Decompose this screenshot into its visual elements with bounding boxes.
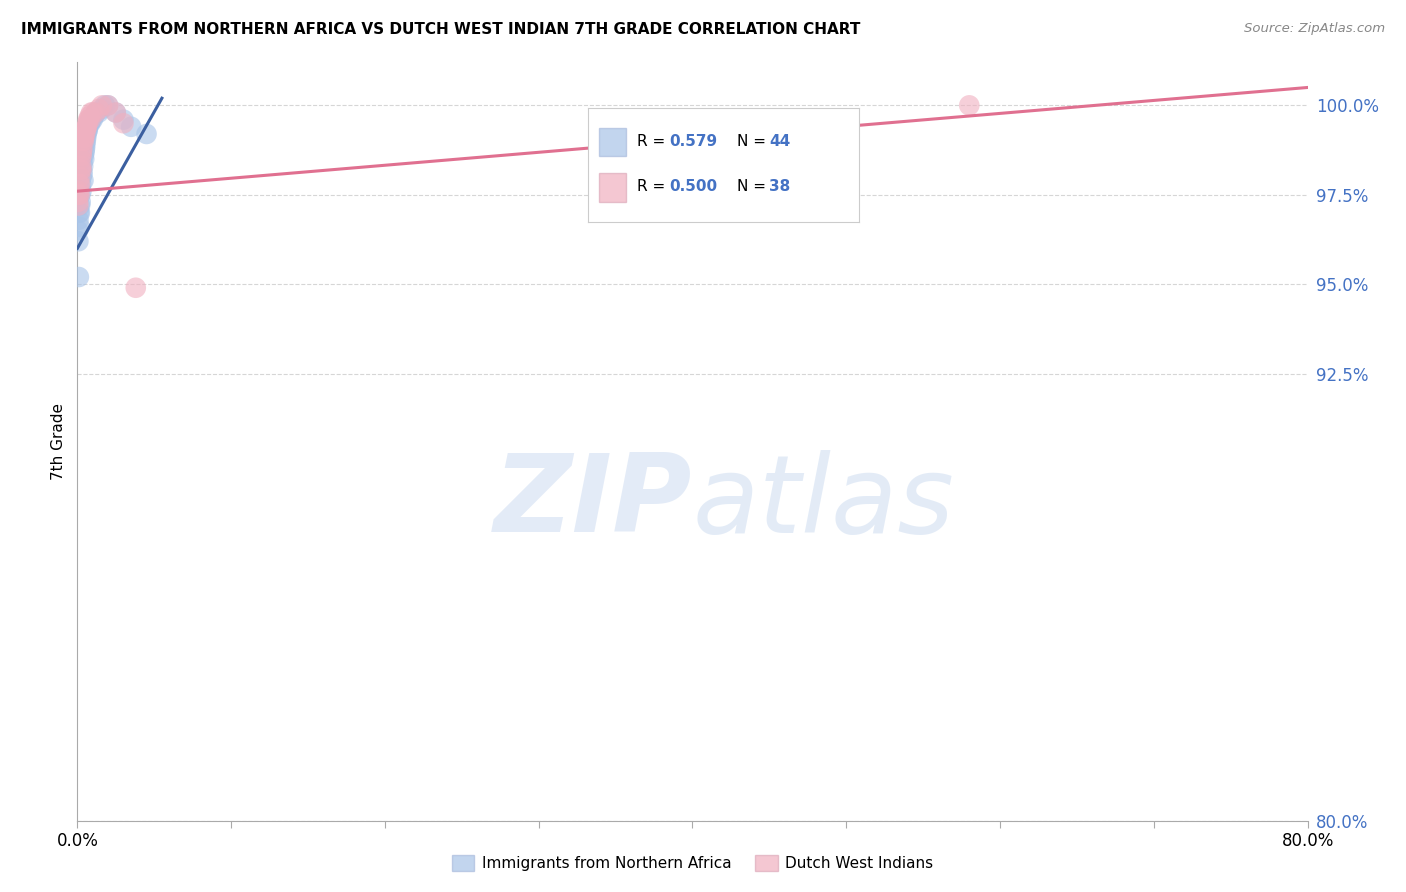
Point [72, 173, 94, 187]
Text: Source: ZipAtlas.com: Source: ZipAtlas.com [1244, 22, 1385, 36]
Point [77, 112, 100, 127]
Point [67, 194, 90, 209]
Point [104, 105, 127, 120]
Point [112, 116, 135, 130]
Point [67, 177, 90, 191]
Point [73, 148, 96, 162]
Point [79, 116, 101, 130]
Point [75, 137, 97, 152]
Point [77, 112, 100, 127]
Point [72, 141, 94, 155]
Point [82, 112, 104, 127]
Point [87, 102, 110, 116]
Point [84, 105, 107, 120]
Point [73, 145, 96, 159]
Point [75, 123, 97, 137]
Point [69, 177, 91, 191]
Point [70, 145, 93, 159]
Point [112, 112, 135, 127]
Point [957, 98, 980, 112]
Point [72, 134, 94, 148]
Point [87, 105, 110, 120]
Point [69, 219, 91, 234]
Point [67, 234, 90, 248]
Point [76, 123, 98, 137]
Point [69, 205, 91, 219]
Point [70, 162, 93, 177]
Point [72, 130, 94, 145]
Point [67, 184, 90, 198]
Point [90, 98, 114, 112]
Point [73, 141, 96, 155]
Point [80, 112, 103, 127]
Point [97, 98, 120, 112]
Point [72, 166, 94, 180]
Point [94, 98, 117, 112]
Point [69, 169, 91, 184]
Point [70, 177, 93, 191]
Point [79, 112, 101, 127]
Point [72, 155, 94, 169]
Point [76, 120, 98, 134]
Point [125, 281, 148, 295]
Point [72, 159, 94, 173]
Point [67, 212, 90, 227]
Text: atlas: atlas [693, 450, 955, 555]
Point [79, 109, 101, 123]
Point [76, 120, 98, 134]
Point [73, 152, 96, 166]
Legend: Immigrants from Northern Africa, Dutch West Indians: Immigrants from Northern Africa, Dutch W… [446, 849, 939, 878]
Point [70, 184, 93, 198]
Text: IMMIGRANTS FROM NORTHERN AFRICA VS DUTCH WEST INDIAN 7TH GRADE CORRELATION CHART: IMMIGRANTS FROM NORTHERN AFRICA VS DUTCH… [21, 22, 860, 37]
Point [104, 105, 127, 120]
Point [70, 148, 93, 162]
Point [80, 105, 103, 120]
Point [73, 127, 96, 141]
Point [75, 130, 97, 145]
Point [82, 105, 104, 120]
Point [76, 127, 98, 141]
Point [75, 134, 97, 148]
Point [70, 169, 93, 184]
Point [69, 162, 91, 177]
Text: ZIP: ZIP [494, 450, 693, 555]
Point [69, 194, 91, 209]
Point [67, 270, 90, 285]
Point [84, 105, 107, 120]
Point [73, 130, 96, 145]
Point [70, 162, 93, 177]
Point [69, 198, 91, 212]
Point [79, 116, 101, 130]
Point [69, 152, 91, 166]
Point [77, 120, 100, 134]
Point [97, 98, 120, 112]
Point [70, 159, 93, 173]
Point [76, 123, 98, 137]
Point [120, 120, 142, 134]
Point [67, 187, 90, 202]
Point [77, 116, 100, 130]
Point [67, 198, 90, 212]
Point [73, 134, 96, 148]
Point [76, 116, 98, 130]
Point [83, 109, 105, 123]
Point [69, 187, 91, 202]
Point [135, 127, 157, 141]
Point [67, 223, 90, 237]
Point [90, 102, 114, 116]
Point [69, 187, 91, 202]
Point [67, 205, 90, 219]
Y-axis label: 7th Grade: 7th Grade [51, 403, 66, 480]
